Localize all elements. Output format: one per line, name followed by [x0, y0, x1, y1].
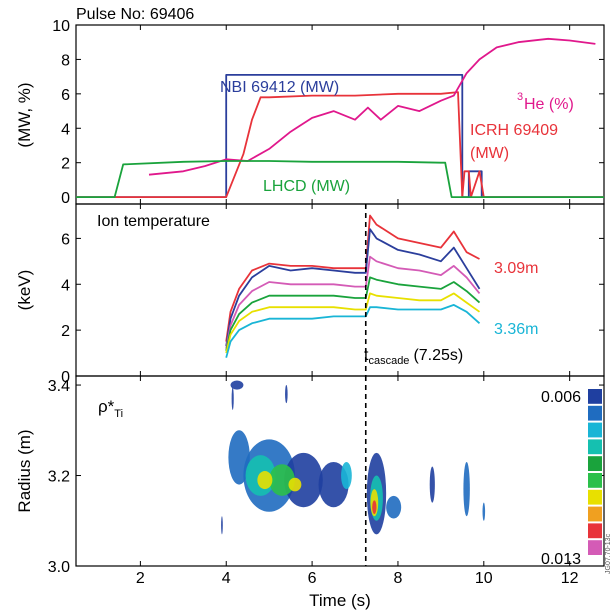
heatmap-blob: [284, 452, 323, 508]
y-tick-label: 2: [61, 323, 70, 340]
panel-3-title: ρ*Ti: [98, 397, 123, 420]
he3-label: He (%): [524, 96, 574, 113]
nbi-label: NBI 69412 (MW): [220, 79, 339, 96]
rho-sub: Ti: [114, 408, 123, 420]
y-tick-label: 6: [61, 231, 70, 248]
colorbar-swatch: [588, 389, 602, 404]
rho-star: ρ*: [98, 397, 115, 416]
heatmap-blob: [285, 385, 288, 404]
x-tick-label: 10: [475, 570, 493, 587]
cascade-t: t: [364, 347, 369, 364]
y-tick-label: 2: [61, 156, 70, 173]
y-tick-label: 3.0: [48, 559, 70, 576]
heatmap-blob: [372, 500, 377, 514]
heatmap-blob: [463, 461, 470, 517]
series-label-3-36m: 3.36m: [494, 321, 538, 338]
colorbar-bottom-label: 0.013: [541, 551, 581, 568]
y-tick-label: 4: [61, 121, 70, 138]
series-line-3-09m: [225, 214, 480, 342]
panel-3-ylabel: Radius (m): [15, 429, 34, 512]
series-line-profile-1: [225, 228, 481, 347]
series-line-profile-2: [225, 255, 481, 349]
x-tick-label: 4: [222, 570, 231, 587]
y-tick-label: 3.2: [48, 469, 70, 486]
colorbar-swatch: [588, 439, 602, 455]
panel-1-ylabel: (MW, %): [15, 82, 34, 147]
colorbar: [588, 389, 602, 555]
y-tick-label: 0: [61, 369, 70, 386]
series-line-icrh-69409-mw-: [76, 91, 604, 199]
series-line-profile-4: [225, 292, 481, 354]
heatmap-blob: [231, 387, 234, 410]
heatmap-blob: [257, 471, 273, 490]
x-tick-label: 6: [308, 570, 317, 587]
colorbar-swatch: [588, 540, 602, 555]
icrh-label-line2: (MW): [470, 145, 509, 162]
panel-3-frame: [75, 375, 605, 567]
colorbar-swatch: [588, 506, 602, 522]
series-line-3-36m: [225, 303, 481, 358]
panel-2-plot: 0 2 4 6: [61, 204, 604, 386]
figure-id-watermark: JG07.70-13c: [605, 533, 612, 574]
series-line-lhcd-mw-: [76, 160, 604, 199]
y-tick-label: 8: [61, 52, 70, 69]
heatmap-blob: [230, 380, 244, 390]
colorbar-swatch: [588, 523, 602, 539]
heatmap-blob: [269, 464, 295, 496]
series-line-profile-3: [225, 276, 481, 351]
lhcd-label: LHCD (MW): [263, 178, 350, 195]
panel-3-plot: 3.0 3.2 3.4: [48, 376, 604, 576]
icrh-label-line1: ICRH 69409: [470, 122, 558, 139]
colorbar-swatch: [588, 405, 602, 421]
cascade-annotation: tcascade (7.25s): [364, 347, 463, 367]
y-tick-label: 10: [52, 18, 70, 35]
panel-2-ylabel: (keV): [15, 270, 34, 311]
heatmap-blob: [429, 466, 435, 503]
y-tick-label: 4: [61, 277, 70, 294]
panel-2-title: Ion temperature: [97, 213, 210, 230]
colorbar-swatch: [588, 473, 602, 488]
x-tick-label: 12: [561, 570, 579, 587]
he3-label-sup: 3: [517, 91, 523, 103]
colorbar-swatch: [588, 456, 602, 471]
x-tick-label: 2: [136, 570, 145, 587]
heatmap-blob: [221, 516, 223, 535]
heatmap-blob: [341, 461, 352, 490]
heatmap-blob: [386, 495, 402, 519]
series-label-3-09m: 3.09m: [494, 260, 538, 277]
heatmap-blob: [288, 477, 302, 492]
y-tick-label: 3.4: [48, 378, 70, 395]
cascade-sub: cascade: [368, 355, 409, 367]
x-axis: 2 4 6 8 10 12: [136, 25, 579, 587]
heatmap-blob: [482, 502, 486, 521]
colorbar-swatch: [588, 489, 602, 505]
pulse-label: Pulse No: 69406: [76, 6, 194, 23]
y-tick-label: 0: [61, 190, 70, 207]
colorbar-swatch: [588, 422, 602, 438]
y-tick-label: 6: [61, 87, 70, 104]
x-tick-label: 8: [393, 570, 402, 587]
colorbar-top-label: 0.006: [541, 389, 581, 406]
panel-1-plot: 0 2 4 6 8 10: [52, 18, 604, 207]
cascade-value: (7.25s): [413, 347, 463, 364]
x-axis-label: Time (s): [309, 591, 371, 610]
heatmap-blob: [318, 461, 349, 508]
